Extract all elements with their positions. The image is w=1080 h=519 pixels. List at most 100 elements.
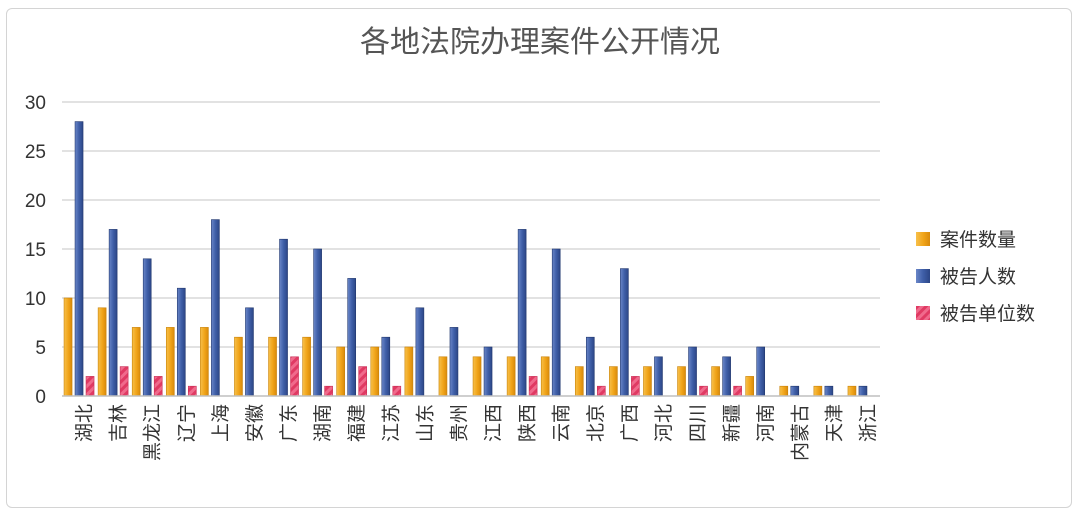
x-category-label: 内蒙古 [789, 404, 811, 461]
y-tick-label: 30 [25, 93, 46, 114]
bar-cases [404, 346, 414, 397]
bar-defendant-units [733, 385, 742, 397]
bar-defendants [449, 327, 459, 397]
bar-cases [540, 356, 550, 397]
x-category-label: 新疆 [721, 404, 743, 442]
bar-defendants [313, 248, 322, 397]
y-axis-ticks: 0 5 10 15 20 25 30 [25, 93, 46, 408]
x-category-label: 山东 [414, 404, 436, 442]
bar-defendants [688, 346, 697, 397]
bar-defendant-units [392, 385, 402, 397]
bar-cases [574, 366, 584, 397]
bar-defendants [722, 356, 731, 397]
bar-defendants [551, 248, 561, 397]
legend-label-defendant-units: 被告单位数 [940, 303, 1035, 325]
x-category-label: 贵州 [448, 404, 470, 442]
bar-cases [131, 327, 141, 397]
x-category-label: 广东 [278, 404, 300, 442]
x-category-label: 四川 [687, 404, 709, 442]
x-category-label: 浙江 [857, 404, 879, 442]
bar-defendants [585, 336, 595, 397]
bar-defendants [142, 258, 152, 397]
bar-cases [302, 336, 311, 397]
bar-cases [609, 366, 618, 397]
bar-defendant-units [153, 376, 163, 397]
bar-cases [234, 336, 243, 397]
x-category-label: 黑龙江 [142, 404, 164, 461]
bar-cases [336, 346, 346, 397]
legend-swatch-defendant-units [916, 306, 930, 320]
legend-label-cases: 案件数量 [940, 229, 1016, 251]
x-category-label: 河南 [755, 404, 777, 442]
bars [63, 121, 868, 397]
bar-cases [813, 385, 823, 397]
bar-defendants [211, 219, 220, 397]
legend: 案件数量 被告人数 被告单位数 [916, 229, 1035, 325]
bar-cases [370, 346, 380, 397]
bar-defendants [415, 307, 425, 397]
bar-defendants [381, 336, 391, 397]
x-category-label: 江西 [483, 404, 505, 442]
bar-defendants [517, 229, 527, 397]
bar-defendants [176, 287, 186, 397]
x-category-label: 江苏 [380, 404, 402, 442]
bar-defendant-units [290, 356, 299, 397]
bar-cases [472, 356, 482, 397]
x-category-label: 湖南 [312, 404, 334, 442]
bar-defendants [279, 238, 288, 397]
bar-cases [711, 366, 720, 397]
y-tick-label: 5 [35, 338, 46, 359]
bar-cases [847, 385, 857, 397]
x-category-label: 河北 [653, 404, 675, 442]
x-category-label: 吉林 [108, 404, 130, 442]
bar-cases [506, 356, 516, 397]
bar-defendants [790, 385, 800, 397]
x-axis-labels: 湖北 吉林 黑龙江 辽宁 上海 安徽 广东 湖南 福建 江苏 山东 贵州 江西 陕西 云南 北京 广西 河北 四川新… [74, 404, 880, 461]
x-category-label: 广西 [619, 404, 641, 442]
bar-cases [63, 297, 73, 397]
gridlines [62, 101, 880, 348]
x-category-label: 福建 [346, 404, 368, 442]
x-category-label: 云南 [551, 404, 573, 442]
bar-defendants [347, 278, 357, 397]
bar-defendant-units [119, 366, 129, 397]
chart-title: 各地法院办理案件公开情况 [360, 25, 720, 60]
legend-label-defendants: 被告人数 [940, 266, 1016, 288]
bar-cases [165, 327, 175, 397]
x-category-label: 上海 [210, 404, 232, 442]
bar-defendant-units [85, 376, 95, 397]
bar-defendant-units [324, 385, 333, 397]
bar-defendants [756, 346, 766, 397]
bar-cases [745, 376, 755, 397]
bar-defendants [620, 268, 629, 397]
bar-cases [677, 366, 686, 397]
y-tick-label: 0 [35, 387, 46, 408]
y-tick-label: 25 [25, 142, 46, 163]
y-tick-label: 20 [25, 191, 46, 212]
legend-item-defendants: 被告人数 [916, 266, 1016, 288]
bar-defendants [483, 346, 493, 397]
bar-cases [268, 336, 277, 397]
y-tick-label: 10 [25, 289, 46, 310]
x-category-label: 北京 [585, 404, 607, 442]
x-category-label: 陕西 [517, 404, 539, 442]
bar-cases [643, 366, 652, 397]
legend-swatch-defendants [916, 269, 930, 283]
bar-defendants [824, 385, 834, 397]
bar-defendant-units [358, 366, 368, 397]
bar-defendants [245, 307, 254, 397]
bar-cases [438, 356, 448, 397]
bar-defendant-units [596, 385, 606, 397]
bar-defendants [108, 229, 118, 397]
x-category-label: 辽宁 [176, 404, 198, 442]
x-category-label: 安徽 [244, 404, 266, 442]
bar-cases [97, 307, 107, 397]
bar-defendants [74, 121, 84, 397]
bar-defendant-units [528, 376, 538, 397]
bar-defendants [858, 385, 868, 397]
x-category-label: 天津 [823, 404, 845, 442]
legend-swatch-cases [916, 232, 930, 246]
y-tick-label: 15 [25, 240, 46, 261]
bar-defendant-units [631, 376, 640, 397]
bar-cases [200, 327, 209, 397]
